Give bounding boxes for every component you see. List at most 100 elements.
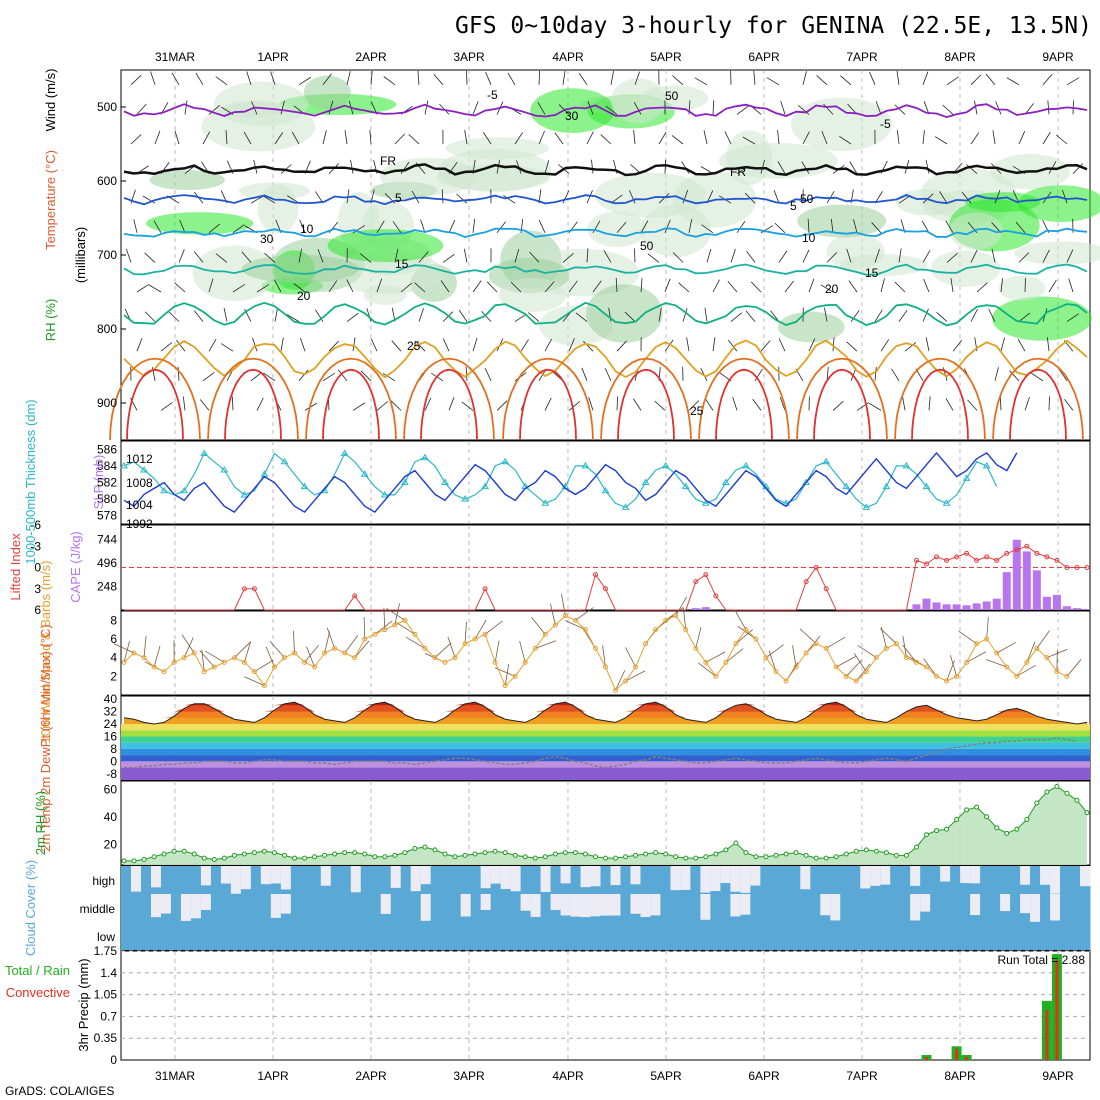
wind-barb	[202, 131, 211, 145]
wind-barb	[153, 645, 161, 668]
wind-barb	[846, 341, 858, 352]
cloud-gap	[320, 866, 332, 886]
wind-barb	[966, 651, 987, 663]
temperature-band	[121, 761, 1090, 768]
wind-barb	[346, 279, 354, 293]
precip-conv-bar	[965, 1056, 969, 1060]
wind-barb	[1042, 73, 1053, 86]
cloud-cell	[940, 922, 951, 950]
wind-barb	[472, 218, 476, 233]
wind-barb	[586, 131, 594, 145]
temperature-tick-label: 40	[104, 692, 118, 706]
cloud-cell	[121, 866, 132, 894]
wind-barb	[461, 401, 474, 411]
cloud-cell	[400, 922, 412, 950]
rh2m-point	[161, 851, 167, 857]
cloud-cell	[720, 922, 731, 950]
rh-contour-label: 50	[800, 192, 814, 206]
precip-conv-bar	[955, 1048, 959, 1060]
cloud-cell	[690, 922, 701, 950]
cloud-cell	[1010, 866, 1021, 894]
cloud-gap	[200, 866, 212, 886]
wind-barb	[168, 311, 180, 322]
wind-barb	[202, 372, 215, 382]
heat-dome-isotherm	[617, 368, 675, 441]
wind-barb	[923, 278, 930, 293]
rh2m-point	[783, 851, 789, 857]
wind-speed-point	[402, 617, 408, 623]
wind-barb	[562, 190, 570, 204]
isotherm-label: 20	[297, 289, 311, 303]
wind-barb	[904, 342, 917, 352]
cloud-cell	[210, 922, 222, 950]
wind-barb	[391, 340, 402, 352]
heat-dome-isotherm	[894, 357, 986, 441]
heat-dome-isotherm	[207, 357, 299, 441]
thickness-point	[300, 482, 309, 490]
wind-barb	[113, 643, 135, 654]
cloud-gap	[630, 866, 641, 885]
heat-dome-isotherm	[109, 357, 201, 441]
cloud-cell	[300, 894, 312, 922]
wind-tick-label: 4	[110, 651, 117, 665]
wind-barb	[304, 645, 319, 663]
cloud-cell	[990, 894, 1001, 922]
cloud-gap	[870, 866, 881, 886]
cape-bar	[942, 604, 951, 610]
wind-barb	[728, 339, 738, 352]
rh2m-point	[382, 854, 388, 860]
wind-barb	[994, 367, 999, 381]
wind-speed-point	[412, 631, 418, 637]
wind-barb	[946, 76, 959, 86]
thickness-point	[220, 466, 229, 473]
wind-barb	[1047, 100, 1050, 115]
cloud-cell	[620, 866, 631, 894]
wind-barb	[256, 284, 270, 293]
wind-barb	[274, 307, 279, 322]
wind-barb	[732, 396, 738, 411]
isotherm-label: 10	[802, 231, 816, 245]
cloud-cell	[540, 894, 552, 922]
isotherm-label: 25	[407, 339, 421, 353]
wind-speed-point	[893, 641, 899, 647]
wind-speed-point	[271, 664, 277, 670]
cloud-gap	[730, 866, 741, 892]
wind-barb	[1018, 252, 1030, 263]
wind-barb	[625, 647, 636, 668]
wind-barb	[616, 340, 627, 352]
cloud-cell	[570, 922, 582, 950]
wind-barb	[995, 101, 1002, 115]
wind-barb	[922, 308, 929, 322]
precip-legend-convective: Convective	[6, 985, 70, 1000]
cloud-cell	[480, 922, 492, 950]
wind-barb	[921, 220, 930, 233]
wind-tick-label: 8	[110, 613, 117, 627]
wind-speed-point	[322, 650, 328, 656]
wind-speed-point	[452, 655, 458, 661]
rh-shading-region	[1014, 241, 1100, 265]
wind-barb	[568, 338, 575, 352]
thickness-point	[721, 478, 730, 485]
wind-speed-line	[123, 615, 1068, 692]
wind-barb	[130, 134, 142, 145]
cloud-gap	[420, 866, 432, 885]
wind-barb	[1058, 369, 1068, 382]
wind-barb	[244, 676, 265, 687]
cape-bar	[972, 603, 981, 610]
wind-barb	[587, 101, 594, 115]
wind-barb	[400, 282, 413, 293]
wind-barb	[633, 130, 636, 145]
heat-dome-isotherm	[126, 368, 184, 441]
cloud-cell	[720, 894, 731, 922]
cloud-cell	[430, 922, 442, 950]
lifted-index-point	[934, 554, 940, 560]
wind-barb	[232, 224, 245, 234]
lifted-index-point	[994, 557, 1000, 563]
wind-barb	[448, 397, 455, 411]
thickness-point	[120, 461, 128, 469]
isotherm-label: 5	[395, 191, 402, 205]
rh2m-point	[753, 854, 759, 860]
wind-speed-point	[603, 664, 608, 670]
cloud-cell	[760, 866, 771, 894]
cloud-cell	[210, 894, 222, 922]
